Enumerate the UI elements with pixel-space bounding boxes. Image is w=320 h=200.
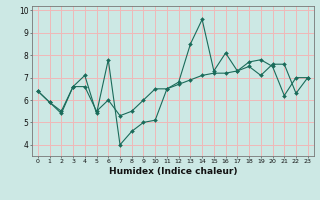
X-axis label: Humidex (Indice chaleur): Humidex (Indice chaleur) [108, 167, 237, 176]
